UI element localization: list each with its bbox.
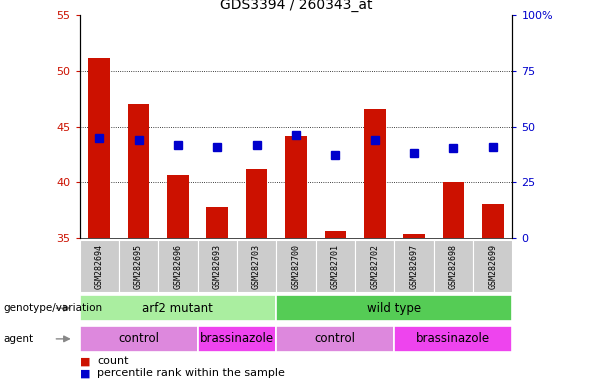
Bar (403, 233, 425, 238)
Bar (88, 58, 110, 238)
Bar (395, 240, 434, 292)
Text: GSM282702: GSM282702 (370, 243, 379, 289)
Text: wild type: wild type (368, 302, 421, 314)
Bar (434, 240, 473, 292)
Bar (197, 240, 237, 292)
Text: genotype/variation: genotype/variation (3, 303, 102, 313)
Text: control: control (315, 333, 356, 345)
Text: brassinazole: brassinazole (200, 333, 274, 345)
Bar (237, 240, 276, 292)
Bar (197, 326, 276, 352)
Title: GDS3394 / 260343_at: GDS3394 / 260343_at (220, 0, 372, 12)
Text: brassinazole: brassinazole (416, 333, 491, 345)
Bar (167, 175, 188, 238)
Text: GSM282696: GSM282696 (173, 243, 183, 289)
Bar (355, 240, 395, 292)
Text: control: control (118, 333, 159, 345)
Text: GSM282698: GSM282698 (449, 243, 458, 289)
Bar (80, 240, 119, 292)
Bar (285, 136, 307, 238)
Text: GSM282700: GSM282700 (292, 243, 300, 289)
Text: GSM282694: GSM282694 (95, 243, 104, 289)
Bar (276, 326, 395, 352)
Text: GSM282699: GSM282699 (488, 243, 497, 289)
Text: agent: agent (3, 334, 33, 344)
Text: GSM282701: GSM282701 (331, 243, 340, 289)
Bar (119, 240, 158, 292)
Bar (158, 240, 197, 292)
Bar (206, 207, 228, 238)
Text: GSM282703: GSM282703 (252, 243, 261, 289)
Bar (80, 295, 276, 321)
Bar (276, 295, 512, 321)
Text: arf2 mutant: arf2 mutant (143, 302, 213, 314)
Bar (395, 326, 512, 352)
Text: count: count (97, 356, 128, 366)
Text: ■: ■ (80, 356, 90, 366)
Text: GSM282695: GSM282695 (134, 243, 143, 289)
Bar (246, 169, 267, 238)
Text: ■: ■ (80, 368, 90, 379)
Bar (325, 232, 346, 238)
Bar (364, 109, 386, 238)
Text: GSM282693: GSM282693 (213, 243, 222, 289)
Text: GSM282697: GSM282697 (409, 243, 419, 289)
Bar (128, 104, 150, 238)
Bar (316, 240, 355, 292)
Bar (276, 240, 316, 292)
Bar (482, 204, 504, 238)
Bar (80, 326, 197, 352)
Text: percentile rank within the sample: percentile rank within the sample (97, 368, 285, 379)
Bar (442, 182, 464, 238)
Bar (473, 240, 512, 292)
